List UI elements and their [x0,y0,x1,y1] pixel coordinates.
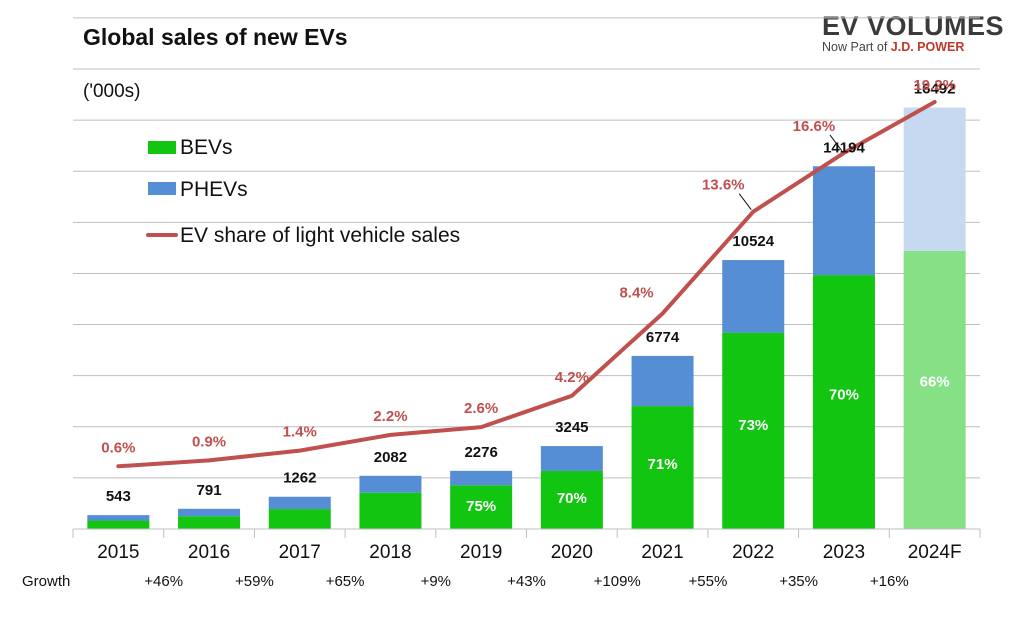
growth-value: +35% [779,573,818,590]
bar-phev-2023 [812,166,875,276]
bar-bev-2020 [540,470,603,529]
share-label: 2.6% [464,400,498,417]
x-axis: 2015 2016 2017 2018 2019 2020 2021 2022 2023 2024… [22,528,981,590]
bar-bev-2015 [87,520,150,529]
x-tick-label: 2022 [732,542,774,563]
x-tick-label: 2021 [641,542,683,563]
x-tick-label: 2024F [908,542,962,563]
legend-swatch-bev [148,141,176,154]
bar-bev-2024F [903,250,966,530]
bev-share-label: 75% [466,498,496,515]
bar-bev-2018 [359,492,422,529]
bev-share-label: 70% [829,386,859,403]
total-label: 6774 [646,329,680,346]
total-label: 1262 [283,470,316,487]
bev-share-label: 71% [648,456,678,473]
bar-phev-2016 [178,508,241,517]
bev-share-label: 66% [920,374,950,391]
bar-phev-2015 [87,515,150,521]
bar-bev-2023 [812,275,875,529]
units-label: ('000s) [83,81,140,102]
x-tick-label: 2023 [823,542,865,563]
share-label: 13.6% [702,177,745,194]
share-line [116,100,937,469]
total-label: 3245 [555,419,588,436]
legend-label-phev: PHEVs [180,178,248,201]
brand-tagline: Now Part of J.D. POWER [822,40,964,54]
growth-value: +65% [326,573,365,590]
bar-phev-2019 [450,470,513,486]
legend-swatch-phev [148,182,176,195]
total-label: 791 [197,482,222,499]
growth-value: +9% [421,573,451,590]
bar-bev-2017 [268,509,331,529]
share-label: 19.2% [913,77,956,94]
x-tick-label: 2018 [369,542,411,563]
x-tick-label: 2017 [279,542,321,563]
brand-name: EV VOLUMES [822,11,1004,41]
total-label: 543 [106,488,131,505]
total-label: 16492 [914,81,956,98]
share-label: 0.9% [192,433,226,450]
share-label: 1.4% [283,424,317,441]
bar-bev-2019 [450,485,513,529]
x-tick-label: 2020 [551,542,593,563]
data-labels: 543 791 1262 2082 2276 75% 3245 70% 6774 71% 10524… [101,77,956,515]
brand-logo: EV VOLUMES Now Part of J.D. POWER [822,11,1004,54]
growth-value: +109% [594,573,641,590]
total-label: 2082 [374,449,407,466]
share-label-leader [829,134,843,152]
brand-tagline-prefix: Now Part of [822,40,891,54]
x-tick-label: 2016 [188,542,230,563]
bar-phev-2017 [268,496,331,510]
growth-value: +43% [507,573,546,590]
brand-tagline-company: J.D. POWER [891,40,965,54]
legend-label-share: EV share of light vehicle sales [180,224,460,247]
bar-bev-2021 [631,406,694,529]
x-tick-label: 2019 [460,542,502,563]
legend-label-bev: BEVs [180,136,233,159]
total-label: 14194 [823,139,865,156]
share-label: 8.4% [619,285,653,302]
bar-phev-2018 [359,475,422,493]
growth-value: +16% [870,573,909,590]
chart-title: Global sales of new EVs [83,24,348,50]
bar-phev-2020 [540,446,603,471]
growth-value: +59% [235,573,274,590]
x-tick-label: 2015 [97,542,139,563]
bar-bev-2022 [722,332,785,529]
bar-phev-2021 [631,355,694,407]
growth-value: +46% [144,573,183,590]
bar-phev-2022 [722,260,785,333]
bev-share-label: 73% [738,417,768,434]
bev-share-label: 70% [557,490,587,507]
share-line-group [116,100,937,469]
share-label: 4.2% [555,369,589,386]
total-label: 10524 [732,233,774,250]
share-label: 0.6% [101,439,135,456]
bars [87,107,966,530]
growth-row-label: Growth [22,573,70,590]
legend: BEVs PHEVs EV share of light vehicle sal… [146,136,460,247]
bar-phev-2024F [903,107,966,251]
bar-bev-2016 [178,516,241,529]
share-label: 16.6% [793,118,836,135]
growth-value: +55% [689,573,728,590]
share-label: 2.2% [373,408,407,425]
share-label-leader [738,193,752,210]
total-label: 2276 [464,444,497,461]
